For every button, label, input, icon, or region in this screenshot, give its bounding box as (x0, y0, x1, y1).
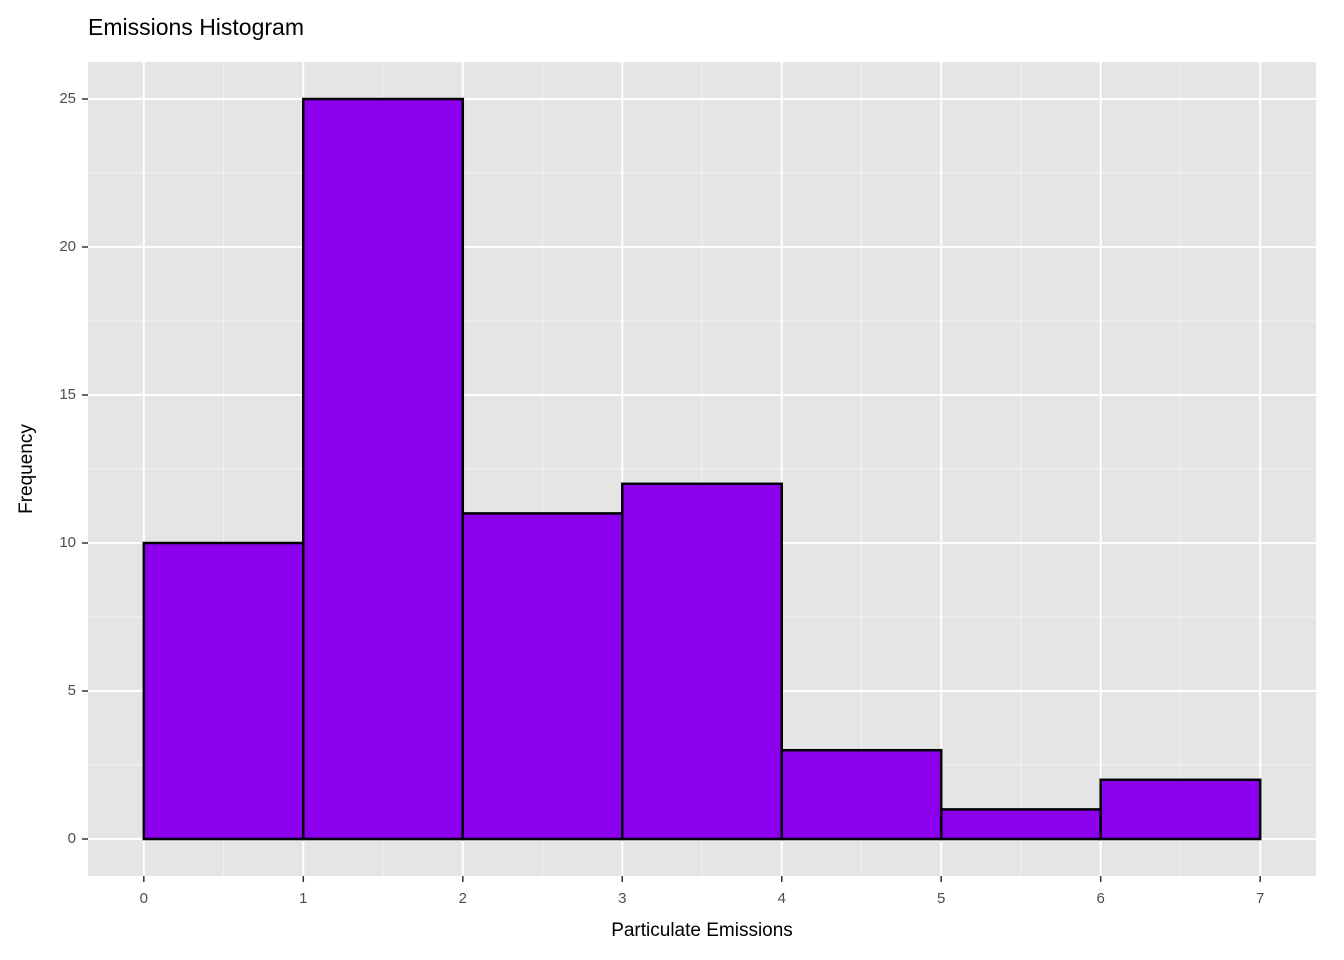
x-tick-label: 7 (1256, 890, 1264, 907)
bar (461, 512, 624, 841)
x-tick-label: 1 (299, 890, 307, 907)
chart-title: Emissions Histogram (88, 14, 304, 40)
y-tick-label: 20 (59, 238, 76, 255)
y-tick-label: 15 (59, 386, 76, 403)
bar (142, 541, 305, 841)
x-tick-label: 4 (778, 890, 786, 907)
x-tick-label: 6 (1097, 890, 1105, 907)
bar (1099, 778, 1262, 841)
bar (302, 97, 465, 841)
bar (939, 808, 1102, 841)
bar (780, 748, 943, 841)
y-axis-title: Frequency (16, 424, 37, 514)
x-axis-title: Particulate Emissions (611, 920, 793, 941)
x-tick-label: 0 (140, 890, 148, 907)
bar (621, 482, 783, 841)
x-tick-label: 5 (937, 890, 945, 907)
y-tick-label: 25 (59, 90, 76, 107)
y-tick-label: 0 (68, 830, 76, 847)
x-tick-label: 2 (459, 890, 467, 907)
x-tick-label: 3 (618, 890, 626, 907)
y-tick-label: 10 (59, 534, 76, 551)
y-tick-label: 5 (68, 682, 76, 699)
